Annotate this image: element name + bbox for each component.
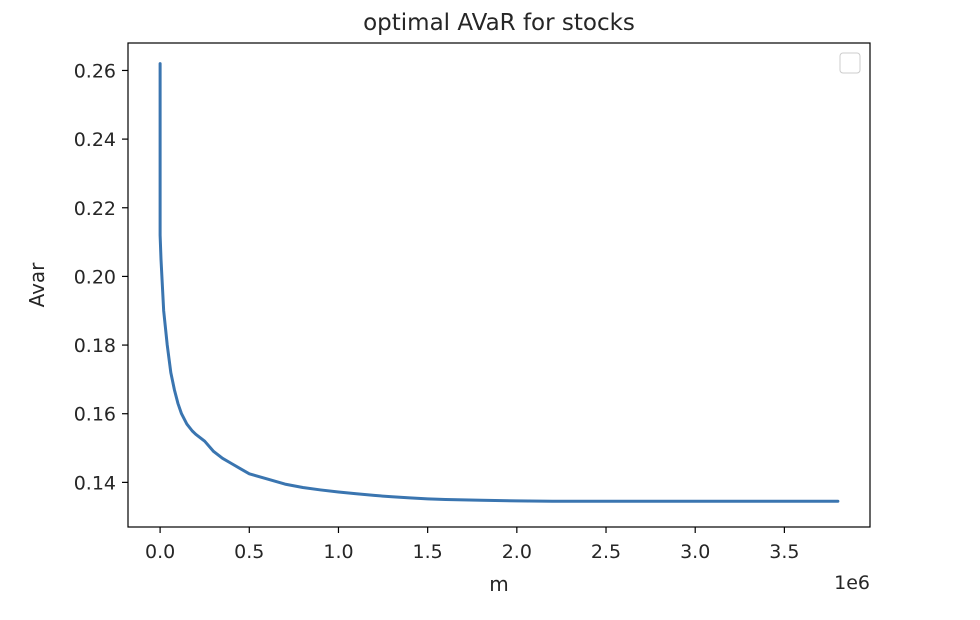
x-tick-label: 3.0 xyxy=(680,541,710,563)
x-tick-label: 1.0 xyxy=(323,541,353,563)
chart-title: optimal AVaR for stocks xyxy=(363,10,635,36)
y-tick-label: 0.26 xyxy=(74,60,116,82)
legend-box xyxy=(839,52,861,74)
x-axis-label: m xyxy=(489,572,508,596)
y-tick-label: 0.22 xyxy=(74,198,116,220)
y-ticks: 0.14 0.16 0.18 0.20 0.22 0.24 0.26 xyxy=(74,60,128,494)
y-tick-label: 0.18 xyxy=(74,335,116,357)
x-offset-label: 1e6 xyxy=(834,572,870,594)
series-line xyxy=(158,62,840,503)
y-tick-label: 0.20 xyxy=(74,266,116,288)
x-tick-label: 3.5 xyxy=(769,541,799,563)
x-tick-label: 2.0 xyxy=(502,541,532,563)
y-tick-label: 0.14 xyxy=(74,472,116,494)
x-tick-label: 0.5 xyxy=(234,541,264,563)
x-tick-label: 2.5 xyxy=(591,541,621,563)
x-tick-label: 1.5 xyxy=(413,541,443,563)
y-axis-label: Avar xyxy=(25,262,49,308)
y-tick-label: 0.24 xyxy=(74,129,116,151)
axes-frame xyxy=(127,42,871,528)
y-tick-label: 0.16 xyxy=(74,404,116,426)
x-ticks: 0.0 0.5 1.0 1.5 2.0 2.5 3.0 3.5 xyxy=(145,527,799,563)
series-group xyxy=(158,62,840,503)
plot-area xyxy=(127,42,871,528)
x-tick-label: 0.0 xyxy=(145,541,175,563)
